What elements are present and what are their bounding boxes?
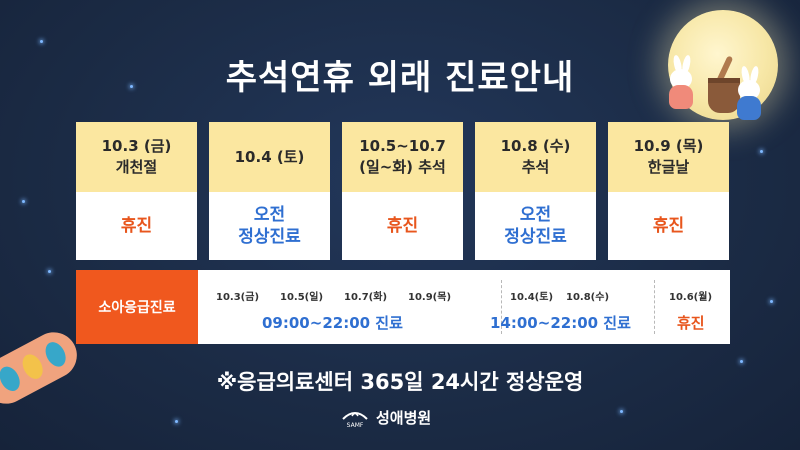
pediatric-date: 10.6(월) <box>669 292 713 303</box>
card-date: 10.3 (금) <box>101 137 172 155</box>
card-date: 10.9 (목) <box>633 137 704 155</box>
pediatric-group-3: 10.6(월) 휴진 <box>655 270 730 344</box>
star-decoration <box>40 40 43 43</box>
card-status: 휴진 <box>608 192 729 260</box>
emergency-notice: ※응급의료센터 365일 24시간 정상운영 <box>216 370 584 394</box>
card-header: 10.5~10.7 (일~화) 추석 <box>342 122 463 192</box>
star-decoration <box>740 360 743 363</box>
card-status: 오전 정상진료 <box>209 192 330 260</box>
star-decoration <box>770 300 773 303</box>
card-status-line: 오전 <box>253 205 286 225</box>
star-decoration <box>620 410 623 413</box>
pediatric-date: 10.8(수) <box>566 292 610 303</box>
card-date: 10.5~10.7 <box>359 137 446 155</box>
card-status: 휴진 <box>342 192 463 260</box>
card-status-line: 오전 <box>519 205 552 225</box>
star-decoration <box>175 420 178 423</box>
schedule-card: 10.3 (금) 개천절 휴진 <box>76 122 197 260</box>
dashed-divider <box>654 280 655 334</box>
card-status: 오전 정상진료 <box>475 192 596 260</box>
mortar-illustration <box>708 78 740 113</box>
pediatric-group-1: 10.3(금) 10.5(일) 10.7(화) 10.9(목) 09:00~22… <box>198 270 498 344</box>
card-status-line: 휴진 <box>120 216 153 236</box>
pediatric-emergency-panel: 소아응급진료 10.3(금) 10.5(일) 10.7(화) 10.9(목) 0… <box>76 270 730 344</box>
pediatric-date: 10.7(화) <box>344 292 388 303</box>
card-status-line: 휴진 <box>386 216 419 236</box>
pediatric-date: 10.4(토) <box>510 292 554 303</box>
card-status-line-2: 정상진료 <box>504 227 567 247</box>
star-decoration <box>48 270 51 273</box>
pediatric-hours: 휴진 <box>677 314 705 332</box>
card-status-line: 휴진 <box>652 216 685 236</box>
card-date: 10.4 (토) <box>234 147 305 166</box>
pediatric-group-2: 10.4(토) 10.8(수) 14:00~22:00 진료 <box>490 270 652 344</box>
hospital-name: 성애병원 <box>376 408 432 427</box>
page-title: 추석연휴 외래 진료안내 <box>225 58 575 98</box>
card-holiday-name: 한글날 <box>647 158 690 176</box>
schedule-card: 10.9 (목) 한글날 휴진 <box>608 122 729 260</box>
pediatric-date: 10.5(일) <box>280 292 324 303</box>
card-status: 휴진 <box>76 192 197 260</box>
schedule-card: 10.8 (수) 추석 오전 정상진료 <box>475 122 596 260</box>
star-decoration <box>130 85 133 88</box>
card-date: 10.8 (수) <box>500 137 571 155</box>
schedule-card: 10.5~10.7 (일~화) 추석 휴진 <box>342 122 463 260</box>
pediatric-hours: 09:00~22:00 진료 <box>262 314 403 332</box>
logo-swoosh: SAMF <box>342 412 368 429</box>
pediatric-hours: 14:00~22:00 진료 <box>490 314 631 332</box>
hospital-logo: SAMF 성애병원 <box>340 404 431 430</box>
card-holiday-name: (일~화) 추석 <box>359 158 446 176</box>
skewer-decoration <box>0 324 85 412</box>
card-status-line-2: 정상진료 <box>238 227 301 247</box>
schedule-card: 10.4 (토) 오전 정상진료 <box>209 122 330 260</box>
pediatric-date: 10.9(목) <box>408 292 452 303</box>
hospital-logo-icon: SAMF <box>340 405 370 429</box>
card-holiday-name: 추석 <box>521 158 550 176</box>
star-decoration <box>760 150 763 153</box>
pediatric-date: 10.3(금) <box>216 292 260 303</box>
logo-mark-text: SAMF <box>347 422 364 429</box>
dashed-divider <box>501 280 502 334</box>
card-header: 10.3 (금) 개천절 <box>76 122 197 192</box>
star-decoration <box>22 200 25 203</box>
card-header: 10.8 (수) 추석 <box>475 122 596 192</box>
card-header: 10.4 (토) <box>209 122 330 192</box>
card-header: 10.9 (목) 한글날 <box>608 122 729 192</box>
card-holiday-name: 개천절 <box>115 158 158 176</box>
pediatric-label: 소아응급진료 <box>76 270 198 344</box>
